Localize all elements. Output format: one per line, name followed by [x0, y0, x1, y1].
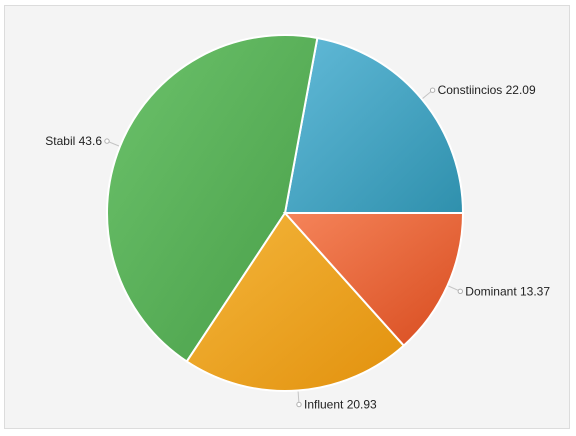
leader-dot-dominant	[457, 288, 463, 294]
pie-slice-stabil	[106, 34, 319, 363]
pie-slice-constiincios	[283, 36, 465, 214]
label-leaders	[104, 87, 463, 408]
slice-label-stabil: Stabil 43.6	[45, 134, 102, 148]
slice-label-influent: Influent 20.93	[304, 398, 377, 412]
pie-slices	[106, 34, 465, 392]
slice-label-constiincios: Constiincios 22.09	[438, 83, 536, 97]
slice-labels: Constiincios 22.09 Stabil 43.6 Influent 20…	[45, 83, 550, 411]
leader-dot-stabil	[104, 138, 110, 144]
leader-dot-constiincios	[429, 87, 436, 93]
leader-dot-influent	[296, 401, 302, 408]
pie-slice-dominant	[282, 212, 465, 347]
slice-label-dominant: Dominant 13.37	[465, 284, 550, 298]
pie-slice-influent	[185, 211, 406, 392]
